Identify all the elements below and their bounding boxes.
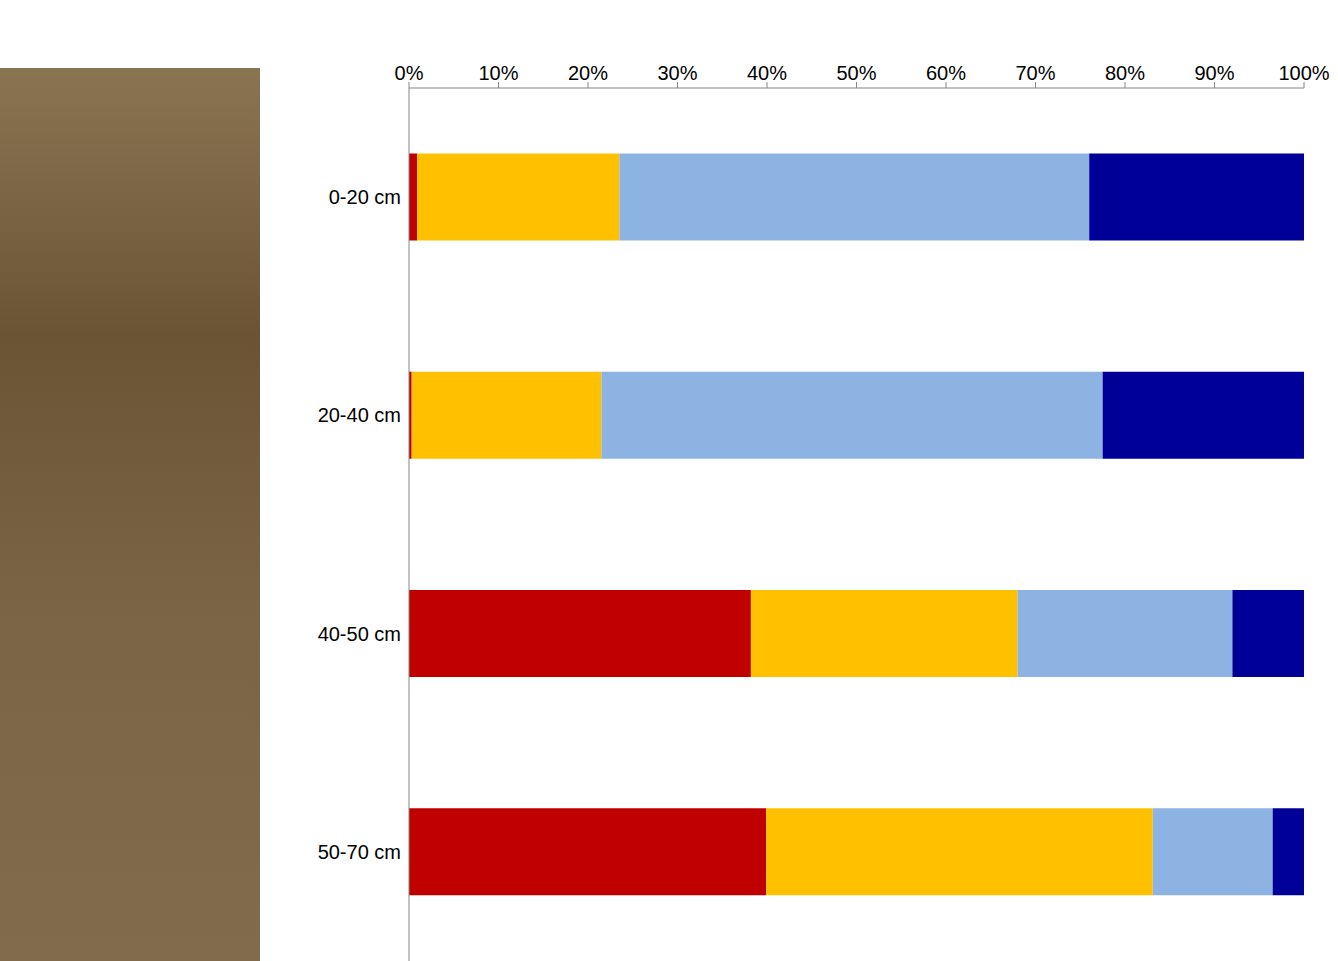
svg-text:100%: 100% [1278, 62, 1329, 84]
svg-text:60%: 60% [926, 62, 966, 84]
svg-text:40%: 40% [747, 62, 787, 84]
svg-text:90%: 90% [1194, 62, 1234, 84]
svg-text:0%: 0% [395, 62, 424, 84]
svg-text:70%: 70% [1015, 62, 1055, 84]
svg-text:50%: 50% [836, 62, 876, 84]
svg-text:80%: 80% [1105, 62, 1145, 84]
svg-text:20-40 cm: 20-40 cm [318, 404, 401, 426]
svg-text:50-70 cm: 50-70 cm [318, 841, 401, 863]
svg-text:30%: 30% [657, 62, 697, 84]
svg-text:20%: 20% [568, 62, 608, 84]
svg-text:0-20 cm: 0-20 cm [329, 186, 401, 208]
svg-text:10%: 10% [478, 62, 518, 84]
svg-text:40-50 cm: 40-50 cm [318, 623, 401, 645]
